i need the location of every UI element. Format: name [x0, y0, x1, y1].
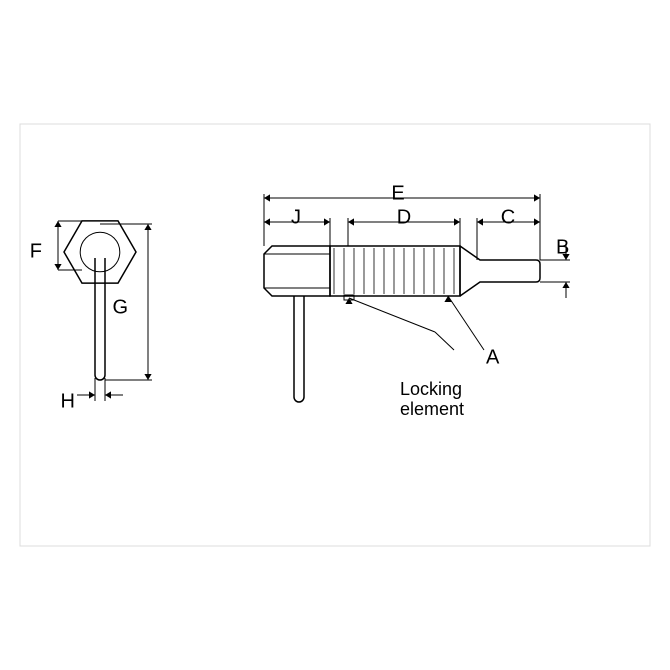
svg-text:G: G [112, 296, 128, 318]
diagram-root: F G H E J D C B A Lockingelement [0, 0, 670, 670]
svg-text:C: C [501, 206, 515, 228]
locking-label-2: element [400, 399, 464, 419]
technical-drawing: F G H E J D C B A Lockingelement [0, 0, 670, 670]
svg-text:A: A [486, 346, 500, 368]
handle-side-view [294, 296, 304, 402]
svg-text:F: F [30, 240, 42, 262]
hex-head-end-view [64, 221, 136, 283]
svg-text:H: H [61, 390, 75, 412]
image-frame [20, 124, 650, 546]
svg-text:J: J [291, 206, 301, 228]
plunger-pin [460, 246, 540, 296]
svg-text:E: E [391, 182, 404, 204]
svg-text:D: D [397, 206, 411, 228]
hex-inner-circle [80, 232, 120, 272]
thread-section [330, 246, 460, 296]
locking-label-1: Locking [400, 379, 462, 399]
handle-end-view [95, 258, 105, 380]
svg-text:B: B [556, 236, 569, 258]
